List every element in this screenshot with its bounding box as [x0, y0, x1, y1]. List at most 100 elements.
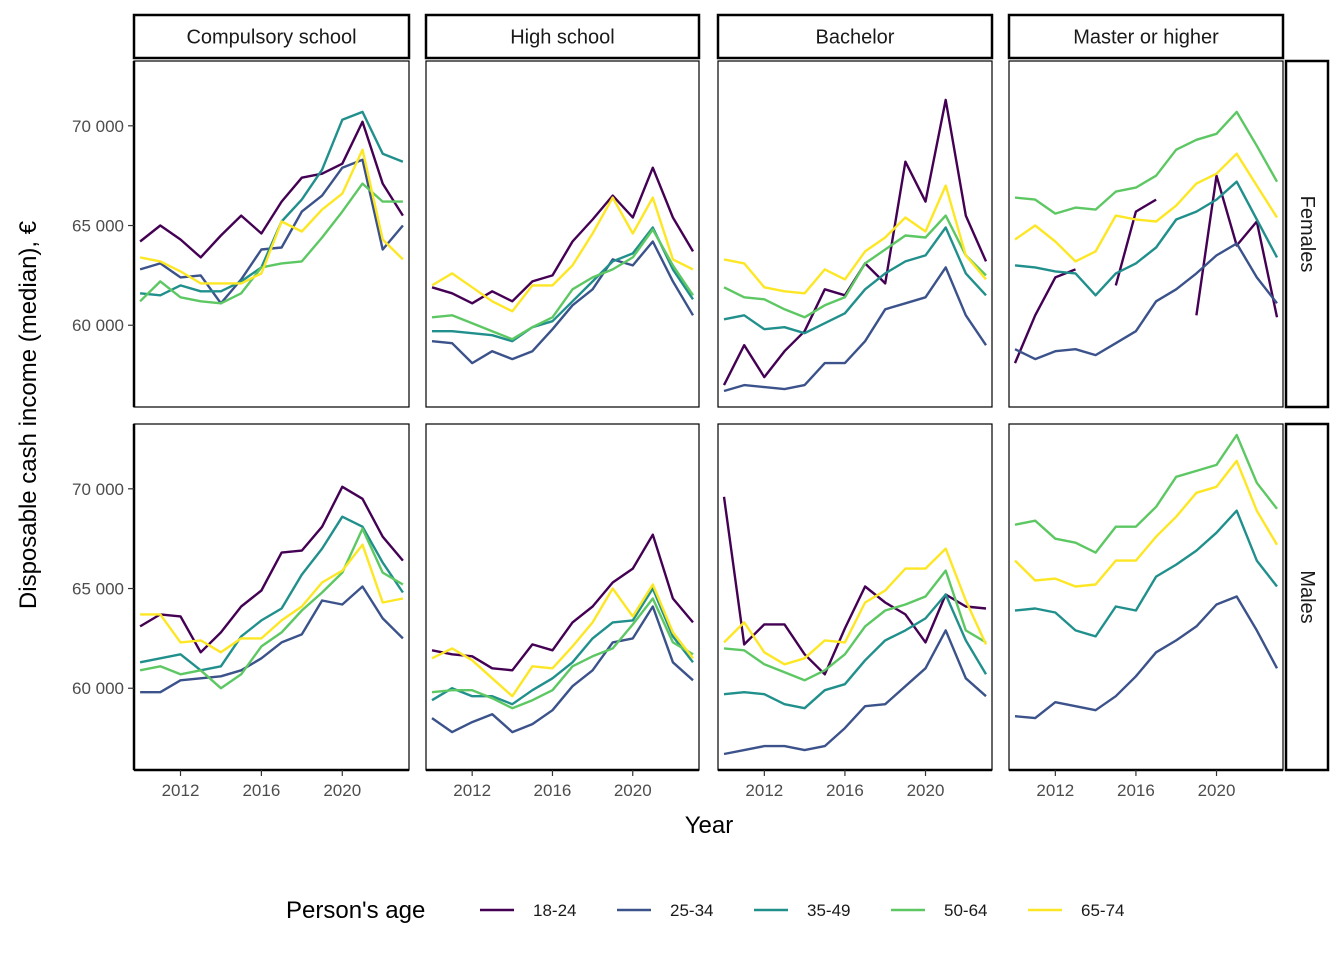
series-line-65-74 [723, 547, 988, 666]
strip-box [1284, 59, 1330, 409]
x-tick-label: 2020 [1198, 781, 1236, 800]
series-line-18-24 [722, 496, 987, 676]
series-line-35-49 [139, 515, 404, 672]
panel [425, 423, 700, 771]
strip-box [424, 13, 701, 60]
chart-root: Compulsory school High school Bachelor Mast… [15, 13, 1330, 924]
legend-label: 50-64 [944, 901, 987, 920]
panel [1008, 423, 1284, 771]
y-tick-label: 60 000 [72, 316, 124, 335]
legend: Person's age 18-24 25-34 35-49 50-64 65-74 [286, 897, 1124, 924]
strip-box [132, 13, 411, 60]
legend-label: 18-24 [533, 901, 576, 920]
series-line-35-49 [723, 226, 987, 335]
panel-border [425, 423, 700, 771]
series-line-65-74 [431, 196, 694, 313]
x-tick-label: 2020 [614, 781, 652, 800]
y-tick-label: 60 000 [72, 679, 124, 698]
series-line-35-49 [723, 593, 988, 710]
series-line-18-24 [139, 485, 404, 654]
strip-box [1007, 13, 1285, 60]
panel-border [1008, 60, 1284, 408]
x-tick-label: 2020 [907, 781, 945, 800]
x-tick-label: 2016 [242, 781, 280, 800]
panel [717, 423, 993, 771]
x-tick-label: 2012 [745, 781, 783, 800]
strip-label: Compulsory school [186, 27, 356, 49]
y-tick-label: 65 000 [72, 580, 124, 599]
series-line-50-64 [1014, 110, 1279, 215]
series-line-50-64 [431, 597, 694, 710]
x-tick-label: 2012 [162, 781, 200, 800]
legend-item: 50-64 [891, 901, 987, 920]
series-line-25-34 [431, 240, 695, 365]
x-tick-label: 2016 [1117, 781, 1155, 800]
y-tick-label: 70 000 [72, 480, 124, 499]
series-line-25-34 [723, 629, 987, 756]
series-line-65-74 [1014, 459, 1279, 588]
series-line-65-74 [1014, 152, 1279, 263]
series-line-50-64 [139, 182, 403, 305]
legend-item: 65-74 [1028, 901, 1124, 920]
panel [133, 423, 410, 771]
x-tick-label: 2012 [1036, 781, 1074, 800]
series-line-18-24 [431, 533, 694, 672]
series-line-25-34 [1014, 595, 1279, 720]
series-line-18-24 [139, 120, 404, 259]
strip-label: High school [510, 27, 615, 49]
panel-border [717, 60, 993, 408]
y-tick-label: 70 000 [72, 117, 124, 136]
panel [133, 60, 410, 408]
x-tick-label: 2016 [826, 781, 864, 800]
series-line-35-49 [1014, 180, 1279, 297]
series-line-25-34 [431, 605, 694, 734]
panel [425, 60, 700, 408]
y-tick-label: 65 000 [72, 217, 124, 236]
series-line-50-64 [723, 214, 987, 319]
facet-strip-column: Master or higher [1007, 13, 1285, 60]
strip-label: Males [1296, 570, 1318, 623]
strip-label: Master or higher [1073, 27, 1219, 49]
series-line-25-34 [723, 266, 987, 393]
panel-border [133, 423, 410, 771]
facet-strip-column: High school [424, 13, 701, 60]
legend-label: 25-34 [670, 901, 713, 920]
x-tick-label: 2016 [534, 781, 572, 800]
series-line-50-64 [431, 228, 694, 341]
y-axis-title: Disposable cash income (median), € [15, 220, 42, 609]
strip-label: Females [1296, 196, 1318, 273]
series-line-50-64 [723, 569, 987, 682]
series-line-65-74 [723, 184, 987, 295]
series-line-18-24 [431, 166, 695, 305]
series-line-35-49 [431, 587, 694, 706]
legend-label: 35-49 [807, 901, 850, 920]
legend-label: 65-74 [1081, 901, 1124, 920]
facet-strip-row: Males [1284, 422, 1330, 772]
series-line-25-34 [1014, 242, 1278, 361]
legend-item: 35-49 [754, 901, 850, 920]
panel-border [425, 60, 700, 408]
facet-strip-column: Bachelor [716, 13, 994, 60]
x-tick-label: 2020 [323, 781, 361, 800]
series-line-65-74 [139, 148, 404, 285]
series-line-50-64 [1014, 433, 1278, 554]
strip-box [716, 13, 994, 60]
legend-item: 25-34 [617, 901, 713, 920]
series-line-25-34 [140, 585, 404, 694]
x-tick-label: 2012 [453, 781, 491, 800]
facet-strip-row: Females [1284, 59, 1330, 409]
legend-item: 18-24 [480, 901, 576, 920]
series-line-50-64 [139, 527, 404, 690]
legend-title: Person's age [286, 897, 425, 924]
series-line-35-49 [1014, 509, 1278, 638]
series-line-35-49 [432, 226, 694, 343]
x-axis-title: Year [685, 812, 734, 839]
panel-border [133, 60, 410, 408]
panel [1008, 60, 1284, 408]
series-line-65-74 [431, 583, 694, 698]
series-line-65-74 [140, 543, 404, 654]
panel [717, 60, 993, 408]
strip-label: Bachelor [816, 27, 895, 49]
strip-box [1284, 422, 1330, 772]
